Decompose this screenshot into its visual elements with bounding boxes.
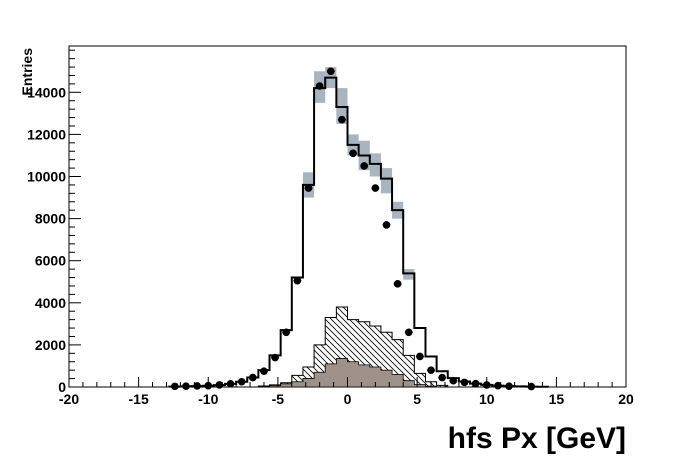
band-box [369, 153, 381, 177]
x-tick-label: -15 [129, 391, 149, 407]
hatched-bar [414, 373, 426, 387]
y-tick-label: 0 [58, 379, 66, 395]
data-point [226, 380, 235, 388]
data-point [249, 373, 257, 382]
data-point [171, 382, 179, 391]
band-box [380, 168, 393, 194]
data-point [360, 162, 369, 170]
data-point [326, 67, 335, 76]
data-points-layer [170, 67, 536, 391]
x-tick-label: -10 [198, 391, 218, 407]
x-tick-label: 20 [618, 391, 634, 407]
x-tick-label: -5 [272, 391, 285, 407]
data-point [460, 378, 469, 387]
filled-component-area [269, 358, 438, 388]
x-tick-label: -20 [59, 391, 79, 407]
y-tick-label: 4000 [35, 295, 66, 311]
hatched-bar [302, 367, 315, 387]
hatched-bar [325, 317, 337, 387]
data-point [393, 280, 402, 288]
hatched-bar [314, 344, 326, 387]
data-point [282, 328, 291, 337]
data-point [471, 379, 480, 388]
y-tick-label: 2000 [35, 337, 66, 353]
data-point [449, 376, 458, 385]
hatched-bar [347, 319, 359, 387]
data-point [271, 353, 279, 362]
systematic-band-layer [302, 67, 415, 280]
data-point [349, 149, 357, 158]
hatched-bar [436, 385, 448, 387]
hatched-bar [369, 325, 381, 387]
axes-layer: -20 -15 -10 -5 0 5 10 15 20 0 2000 4000 6000 8000 1000… [27, 49, 634, 407]
x-axis-title: hfs Px [GeV] [448, 422, 626, 455]
data-point [293, 276, 302, 285]
data-point [505, 382, 513, 390]
data-point [416, 352, 424, 361]
data-point [193, 382, 201, 390]
data-point [182, 382, 190, 390]
y-tick-label: 12000 [27, 126, 66, 142]
data-point [304, 184, 313, 192]
data-point [215, 381, 224, 389]
hatched-bar [358, 321, 370, 387]
data-point [237, 377, 246, 386]
y-axis-title: Entries [19, 48, 35, 96]
x-tick-label: 10 [479, 391, 495, 407]
data-point [371, 184, 380, 192]
x-tick-label: 15 [549, 391, 565, 407]
data-point [382, 221, 391, 229]
band-box [336, 88, 348, 124]
data-point [338, 115, 346, 124]
data-point [260, 367, 268, 376]
y-tick-label: 6000 [35, 253, 66, 269]
data-point [438, 373, 446, 382]
band-box [403, 269, 415, 280]
filled-component-layer [269, 358, 438, 388]
hatched-bar [291, 375, 303, 387]
hatched-bar [336, 307, 348, 387]
y-tick-label: 14000 [27, 84, 66, 100]
data-point [527, 382, 536, 391]
hatched-component-layer [257, 306, 449, 387]
hatched-outline [257, 306, 449, 387]
data-point [494, 381, 502, 390]
data-point [427, 366, 435, 374]
hatched-bar [380, 332, 393, 387]
y-tick-label: 8000 [35, 211, 66, 227]
data-point [404, 328, 413, 337]
x-tick-label: 5 [413, 391, 421, 407]
data-point [315, 82, 324, 90]
hatched-bar [392, 339, 404, 387]
x-tick-label: 0 [344, 391, 352, 407]
hatched-bar [403, 355, 415, 387]
y-tick-label: 10000 [27, 169, 66, 185]
